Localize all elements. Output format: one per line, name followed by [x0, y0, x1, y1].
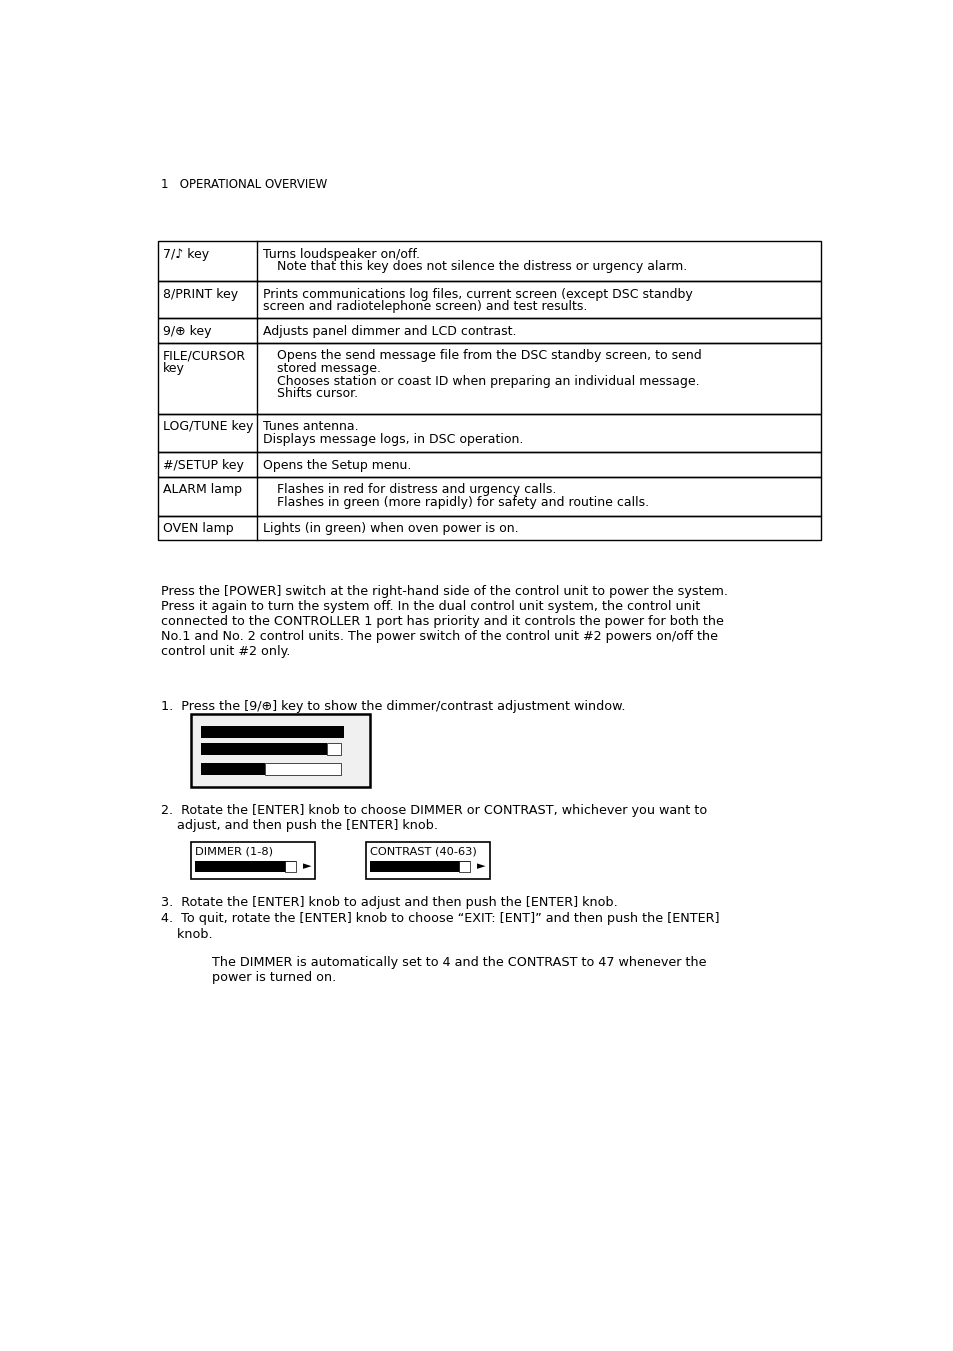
Text: Opens the send message file from the DSC standby screen, to send: Opens the send message file from the DSC…: [277, 349, 701, 362]
Text: 8/PRINT key: 8/PRINT key: [162, 288, 237, 301]
Text: 2.  Rotate the [ENTER] knob to choose DIMMER or CONTRAST, whichever you want to: 2. Rotate the [ENTER] knob to choose DIM…: [161, 804, 706, 817]
Text: DIMMER (1-8): DIMMER (1-8): [195, 846, 273, 857]
Bar: [158, 413, 820, 453]
Text: Shifts cursor.: Shifts cursor.: [277, 388, 358, 400]
Bar: [158, 242, 820, 281]
Text: Press the [POWER] switch at the right-hand side of the control unit to power the: Press the [POWER] switch at the right-ha…: [161, 585, 727, 598]
Text: stored message.: stored message.: [277, 362, 381, 376]
Bar: [192, 713, 369, 788]
Text: Press it again to turn the system off. In the dual control unit system, the cont: Press it again to turn the system off. I…: [161, 600, 700, 613]
Text: Tunes antenna.: Tunes antenna.: [263, 420, 358, 434]
Bar: [265, 763, 340, 775]
Bar: [327, 743, 340, 755]
Bar: [459, 861, 470, 871]
Bar: [369, 861, 470, 871]
Bar: [365, 843, 489, 880]
Text: Turns loudspeaker on/off.: Turns loudspeaker on/off.: [263, 247, 420, 261]
Text: screen and radiotelephone screen) and test results.: screen and radiotelephone screen) and te…: [263, 300, 587, 313]
Text: Note that this key does not silence the distress or urgency alarm.: Note that this key does not silence the …: [277, 261, 687, 273]
Text: ALARM lamp: ALARM lamp: [162, 484, 241, 496]
Text: connected to the CONTROLLER 1 port has priority and it controls the power for bo: connected to the CONTROLLER 1 port has p…: [161, 615, 723, 628]
Bar: [200, 725, 344, 739]
Text: Lights (in green) when oven power is on.: Lights (in green) when oven power is on.: [263, 521, 518, 535]
Bar: [200, 763, 265, 775]
Text: Flashes in red for distress and urgency calls.: Flashes in red for distress and urgency …: [277, 484, 557, 496]
Text: Prints communications log files, current screen (except DSC standby: Prints communications log files, current…: [263, 288, 693, 301]
Text: adjust, and then push the [ENTER] knob.: adjust, and then push the [ENTER] knob.: [161, 819, 437, 832]
Bar: [158, 343, 820, 413]
Text: The DIMMER is automatically set to 4 and the CONTRAST to 47 whenever the: The DIMMER is automatically set to 4 and…: [212, 955, 706, 969]
Bar: [158, 477, 820, 516]
Text: 9/⊕ key: 9/⊕ key: [162, 324, 211, 338]
Bar: [158, 319, 820, 343]
Text: CONTRAST (40-63): CONTRAST (40-63): [369, 846, 476, 857]
Text: OVEN lamp: OVEN lamp: [162, 521, 233, 535]
Text: knob.: knob.: [161, 928, 213, 940]
Text: Displays message logs, in DSC operation.: Displays message logs, in DSC operation.: [263, 432, 523, 446]
Text: Adjusts panel dimmer and LCD contrast.: Adjusts panel dimmer and LCD contrast.: [263, 324, 517, 338]
Text: ►: ►: [303, 862, 311, 871]
Text: 7/♪ key: 7/♪ key: [162, 247, 209, 261]
Bar: [192, 843, 315, 880]
Text: No.1 and No. 2 control units. The power switch of the control unit #2 powers on/: No.1 and No. 2 control units. The power …: [161, 630, 718, 643]
Bar: [158, 453, 820, 477]
Text: FILE/CURSOR: FILE/CURSOR: [162, 349, 246, 362]
Text: 3.  Rotate the [ENTER] knob to adjust and then push the [ENTER] knob.: 3. Rotate the [ENTER] knob to adjust and…: [161, 896, 618, 909]
Text: Flashes in green (more rapidly) for safety and routine calls.: Flashes in green (more rapidly) for safe…: [277, 496, 649, 509]
Text: ►: ►: [476, 862, 485, 871]
Text: #/SETUP key: #/SETUP key: [162, 458, 243, 471]
Text: LOG/TUNE key: LOG/TUNE key: [162, 420, 253, 434]
Bar: [285, 861, 295, 871]
Text: Opens the Setup menu.: Opens the Setup menu.: [263, 458, 412, 471]
Bar: [158, 516, 820, 540]
Text: 4.  To quit, rotate the [ENTER] knob to choose “EXIT: [ENT]” and then push the [: 4. To quit, rotate the [ENTER] knob to c…: [161, 912, 719, 925]
Bar: [200, 743, 327, 755]
Text: Chooses station or coast ID when preparing an individual message.: Chooses station or coast ID when prepari…: [277, 374, 700, 388]
Text: 1.  Press the [9/⊕] key to show the dimmer/contrast adjustment window.: 1. Press the [9/⊕] key to show the dimme…: [161, 700, 625, 713]
Text: 1   OPERATIONAL OVERVIEW: 1 OPERATIONAL OVERVIEW: [161, 178, 327, 192]
Bar: [195, 861, 295, 871]
Text: power is turned on.: power is turned on.: [212, 970, 336, 984]
Bar: [158, 281, 820, 319]
Text: key: key: [162, 362, 184, 376]
Text: control unit #2 only.: control unit #2 only.: [161, 644, 290, 658]
